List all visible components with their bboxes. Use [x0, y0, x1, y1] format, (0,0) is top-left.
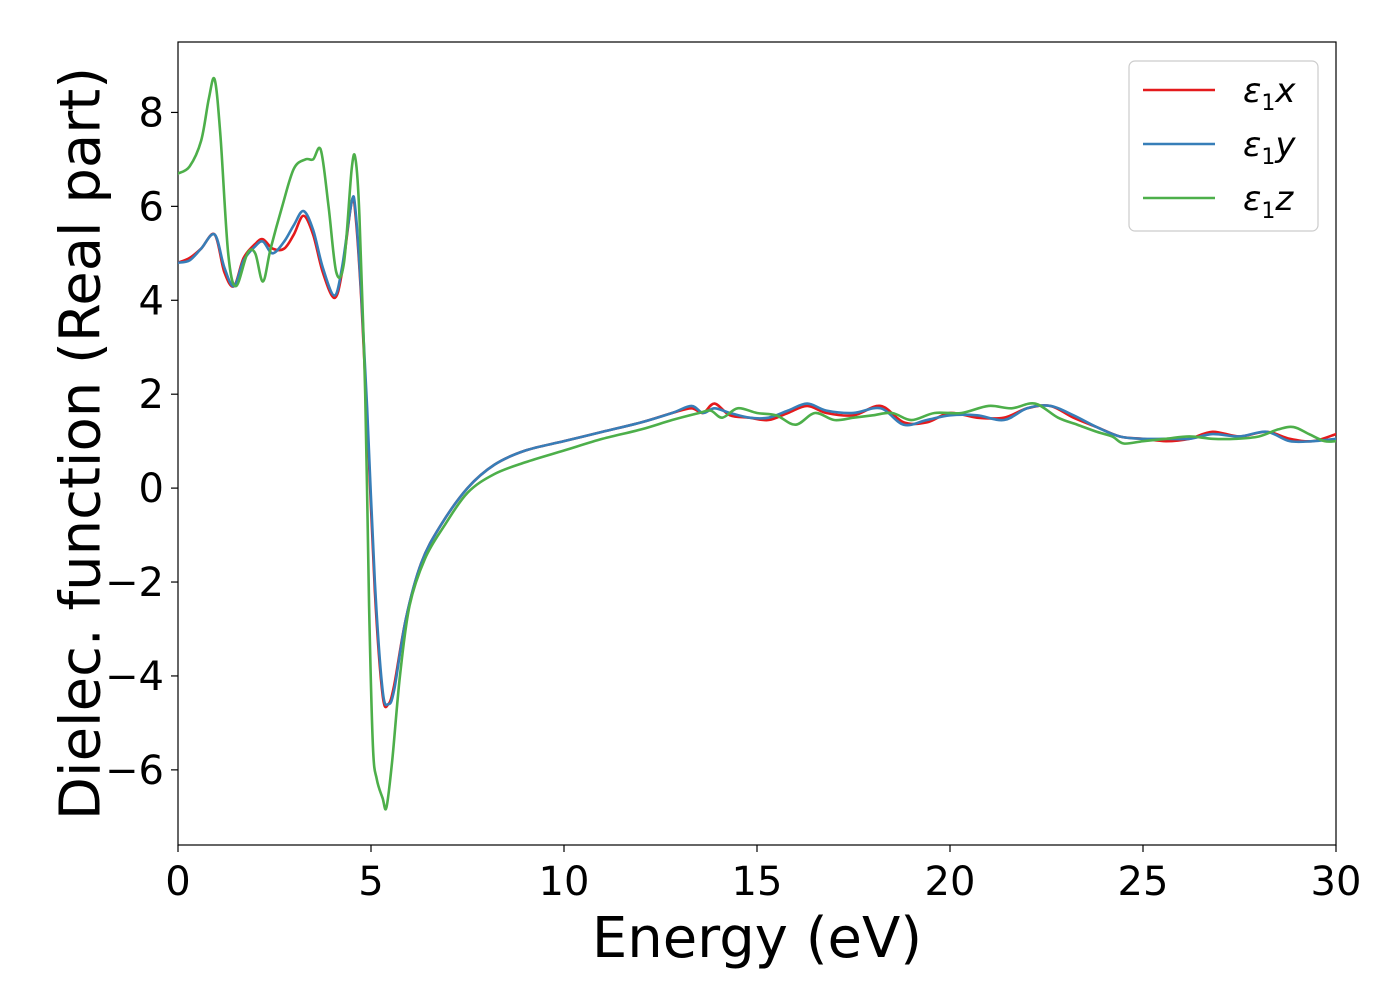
x-axis-ticks: 0 5 10 15 20 25 30 [165, 845, 1361, 905]
legend-label-sub: 1 [1261, 199, 1275, 224]
y-axis-ticks: −6 −4 −2 0 2 4 6 8 [105, 90, 178, 794]
legend-label-y: ε1y [1243, 125, 1296, 170]
series-line-y [178, 195, 1336, 707]
legend-box [1128, 60, 1319, 232]
y-tick-label: −6 [105, 748, 164, 794]
legend-label-sub: 1 [1261, 91, 1275, 116]
series-line-x [178, 196, 1336, 709]
legend-label-x: ε1x [1243, 71, 1296, 116]
y-tick-label: 6 [139, 184, 164, 230]
x-tick-label: 15 [732, 859, 783, 905]
x-tick-label: 0 [165, 859, 190, 905]
x-tick-label: 5 [358, 859, 383, 905]
y-tick-label: 8 [139, 90, 164, 136]
legend-label-z: ε1z [1243, 179, 1294, 224]
legend-label-main: ε [1243, 179, 1261, 219]
series-line-z [178, 76, 1336, 811]
y-tick-label: 0 [139, 466, 164, 512]
x-axis-label: Energy (eV) [592, 906, 922, 971]
legend-label-tail: z [1274, 179, 1294, 219]
x-tick-label: 25 [1118, 859, 1169, 905]
y-axis-label: Dielec. function (Real part) [49, 67, 114, 820]
series-layer [178, 76, 1336, 811]
legend-label-sub: 1 [1261, 145, 1275, 170]
y-tick-label: −4 [105, 654, 164, 700]
x-tick-label: 10 [539, 859, 590, 905]
legend-label-main: ε [1243, 71, 1261, 111]
legend-label-tail: y [1274, 125, 1296, 165]
y-tick-label: 2 [139, 372, 164, 418]
legend-label-tail: x [1274, 71, 1296, 111]
x-tick-label: 20 [925, 859, 976, 905]
x-tick-label: 30 [1311, 859, 1362, 905]
y-tick-label: −2 [105, 560, 164, 606]
y-tick-label: 4 [139, 278, 164, 324]
legend-label-main: ε [1243, 125, 1261, 165]
